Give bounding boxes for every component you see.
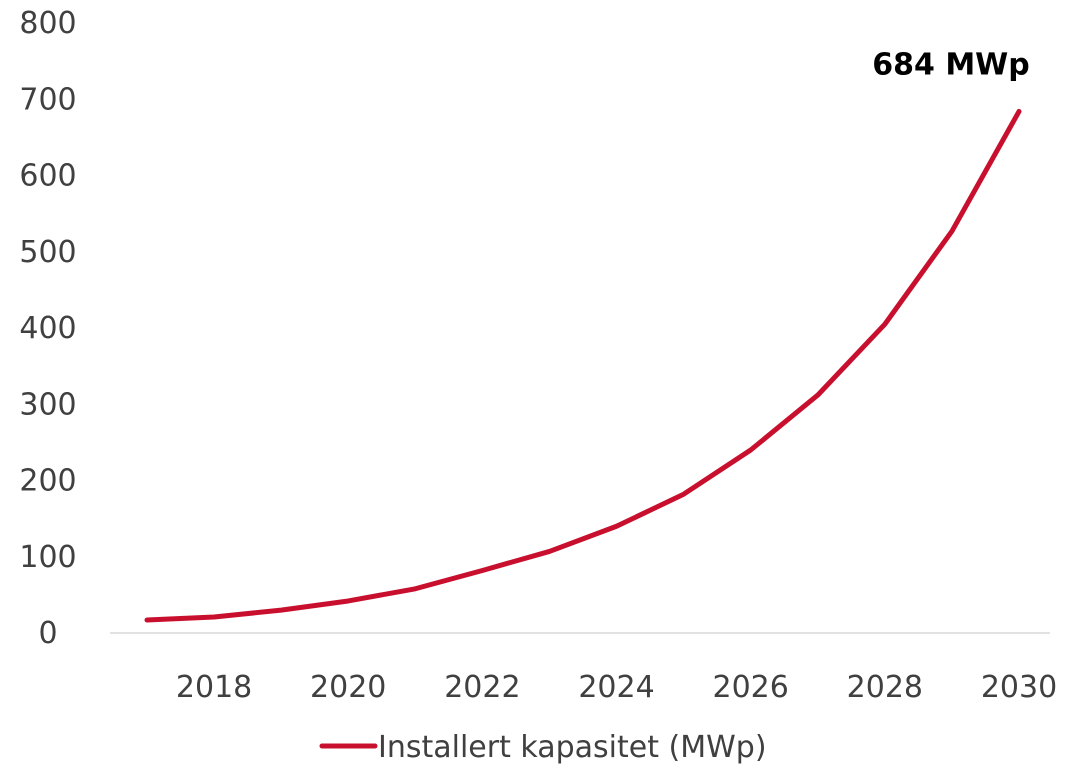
series-group	[144, 108, 1022, 623]
legend: Installert kapasitet (MWp)	[319, 730, 767, 765]
x-tick-label: 2026	[713, 670, 789, 705]
y-tick-label: 500	[19, 235, 76, 270]
series-line	[144, 108, 1022, 623]
x-tick-label: 2022	[444, 670, 520, 705]
y-tick-label: 300	[19, 387, 76, 422]
end-value-annotation: 684 MWp	[872, 47, 1030, 82]
y-tick-label: 400	[19, 311, 76, 346]
y-tick-label: 800	[19, 6, 76, 41]
y-tick-label: 700	[19, 82, 76, 117]
x-tick-label: 2030	[981, 670, 1057, 705]
y-axis-tick-labels: 0 100 200 300 400 500 600 700 800	[19, 6, 76, 651]
x-tick-label: 2028	[847, 670, 923, 705]
x-tick-label: 2024	[578, 670, 654, 705]
x-axis-tick-labels: 2018 2020 2022 2024 2026 2028 2030	[176, 670, 1057, 705]
x-tick-label: 2018	[176, 670, 252, 705]
y-tick-label: 100	[19, 540, 76, 575]
legend-label: Installert kapasitet (MWp)	[378, 730, 767, 765]
y-tick-label: 0	[38, 616, 57, 651]
x-tick-label: 2020	[310, 670, 386, 705]
y-tick-label: 600	[19, 159, 76, 194]
y-tick-label: 200	[19, 464, 76, 499]
